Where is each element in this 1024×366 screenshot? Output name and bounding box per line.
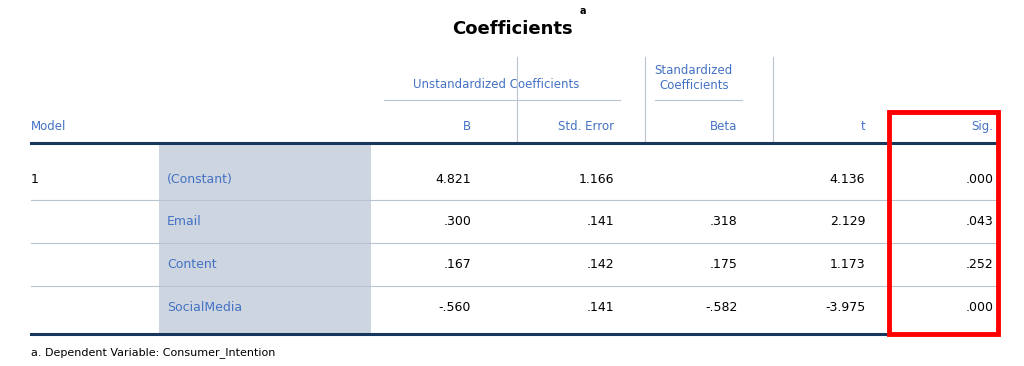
- Text: SocialMedia: SocialMedia: [167, 301, 242, 314]
- Text: -.582: -.582: [705, 301, 737, 314]
- Text: 1.173: 1.173: [829, 258, 865, 271]
- Text: .252: .252: [966, 258, 993, 271]
- Text: (Constant): (Constant): [167, 173, 232, 186]
- Text: .000: .000: [966, 173, 993, 186]
- FancyBboxPatch shape: [159, 143, 371, 334]
- Text: B: B: [463, 120, 471, 133]
- Text: Coefficients: Coefficients: [452, 20, 572, 38]
- Text: .141: .141: [587, 215, 614, 228]
- Text: .043: .043: [966, 215, 993, 228]
- Text: .167: .167: [443, 258, 471, 271]
- Text: Sig.: Sig.: [972, 120, 993, 133]
- Text: .300: .300: [443, 215, 471, 228]
- Text: .318: .318: [710, 215, 737, 228]
- Text: Beta: Beta: [710, 120, 737, 133]
- Text: 4.136: 4.136: [829, 173, 865, 186]
- Text: .142: .142: [587, 258, 614, 271]
- Text: .141: .141: [587, 301, 614, 314]
- Text: Content: Content: [167, 258, 216, 271]
- Text: .175: .175: [710, 258, 737, 271]
- Text: -.560: -.560: [438, 301, 471, 314]
- Text: a: a: [580, 7, 586, 16]
- Text: a. Dependent Variable: Consumer_Intention: a. Dependent Variable: Consumer_Intentio…: [31, 347, 275, 358]
- Text: 4.821: 4.821: [435, 173, 471, 186]
- Text: Model: Model: [31, 120, 67, 133]
- Text: -3.975: -3.975: [825, 301, 865, 314]
- Text: 1.166: 1.166: [579, 173, 614, 186]
- Text: 1: 1: [31, 173, 39, 186]
- Text: Standardized
Coefficients: Standardized Coefficients: [654, 64, 733, 92]
- Text: Unstandardized Coefficients: Unstandardized Coefficients: [414, 78, 580, 91]
- Text: Std. Error: Std. Error: [558, 120, 614, 133]
- Text: 2.129: 2.129: [829, 215, 865, 228]
- Text: .000: .000: [966, 301, 993, 314]
- Text: Email: Email: [167, 215, 202, 228]
- Text: t: t: [860, 120, 865, 133]
